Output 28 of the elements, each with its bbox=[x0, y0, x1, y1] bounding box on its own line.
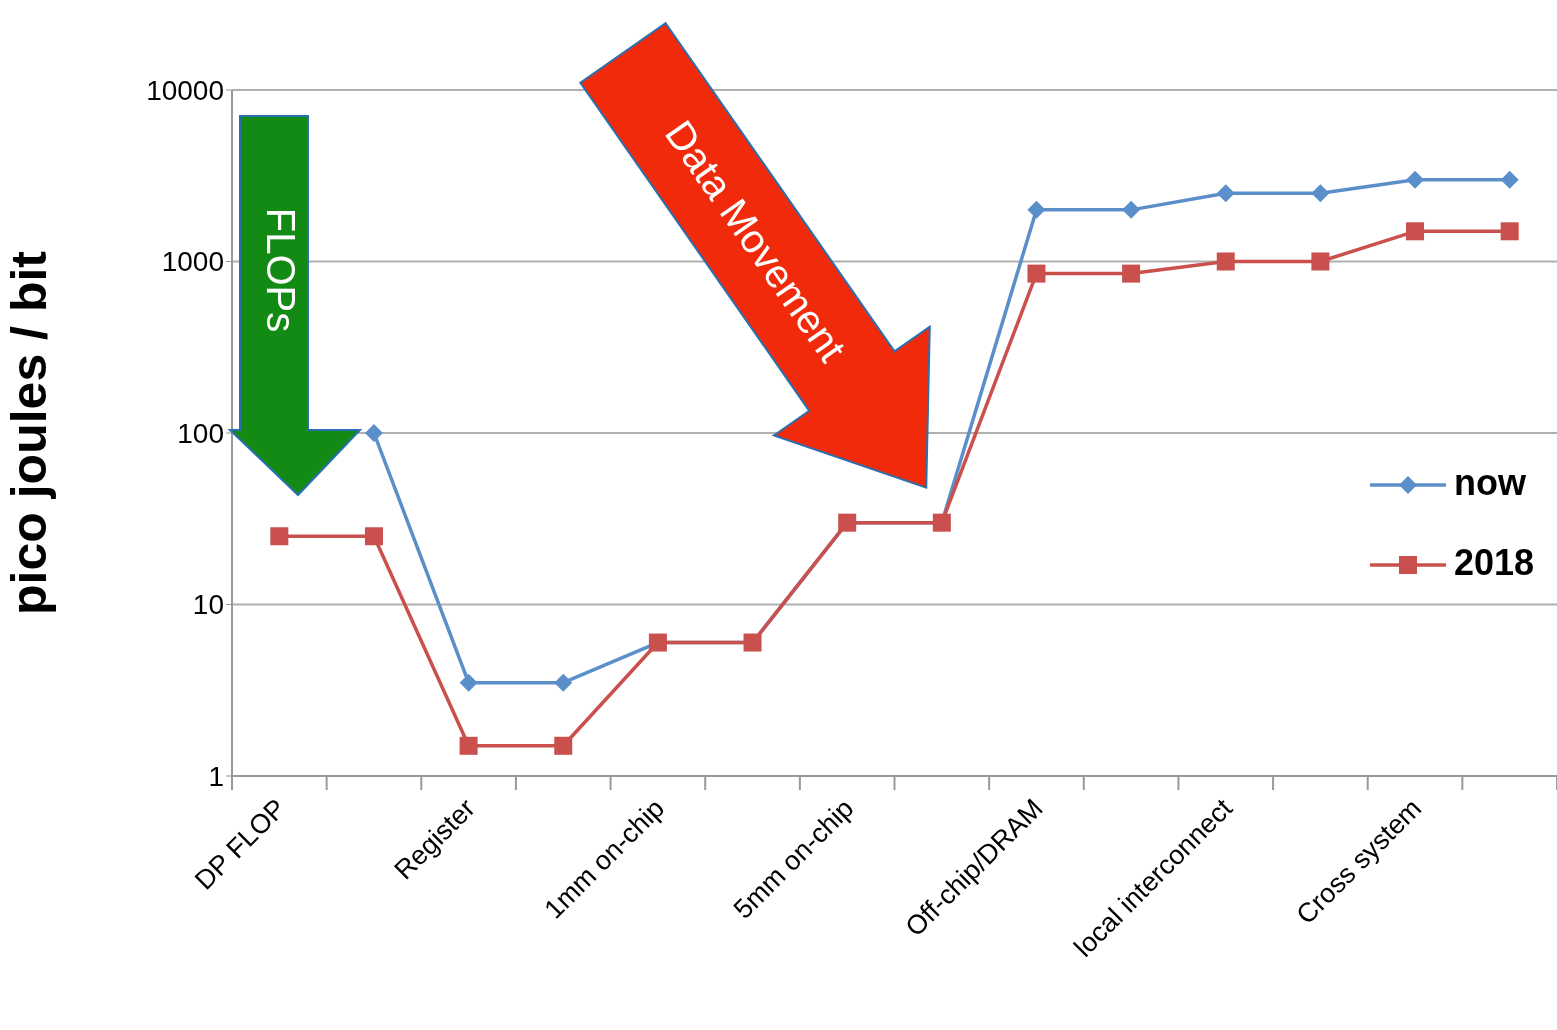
point bbox=[1311, 252, 1330, 271]
point bbox=[1027, 264, 1046, 283]
point bbox=[459, 673, 478, 692]
point bbox=[459, 736, 478, 755]
point bbox=[1122, 264, 1141, 283]
y-tick-label: 1 bbox=[208, 760, 224, 792]
annotation: FLOPs bbox=[259, 207, 304, 333]
point bbox=[1406, 170, 1425, 189]
point bbox=[1406, 222, 1425, 241]
y-tick-label: 1000 bbox=[161, 246, 224, 278]
point bbox=[1027, 200, 1046, 219]
legend-label: 2018 bbox=[1454, 541, 1535, 583]
point bbox=[364, 527, 383, 546]
point bbox=[1311, 184, 1330, 203]
point bbox=[1500, 222, 1519, 241]
point bbox=[554, 736, 573, 755]
point bbox=[1216, 184, 1235, 203]
legend-label: now bbox=[1454, 461, 1527, 503]
y-tick-label: 100 bbox=[177, 417, 224, 449]
point bbox=[554, 673, 573, 692]
y-tick-label: 10000 bbox=[146, 74, 224, 106]
point bbox=[1216, 252, 1235, 271]
point bbox=[1122, 200, 1141, 219]
y-axis-title: pico joules / bit bbox=[0, 250, 57, 615]
point bbox=[270, 527, 289, 546]
y-tick-label: 10 bbox=[192, 589, 224, 621]
point bbox=[1500, 170, 1519, 189]
point bbox=[364, 424, 383, 442]
